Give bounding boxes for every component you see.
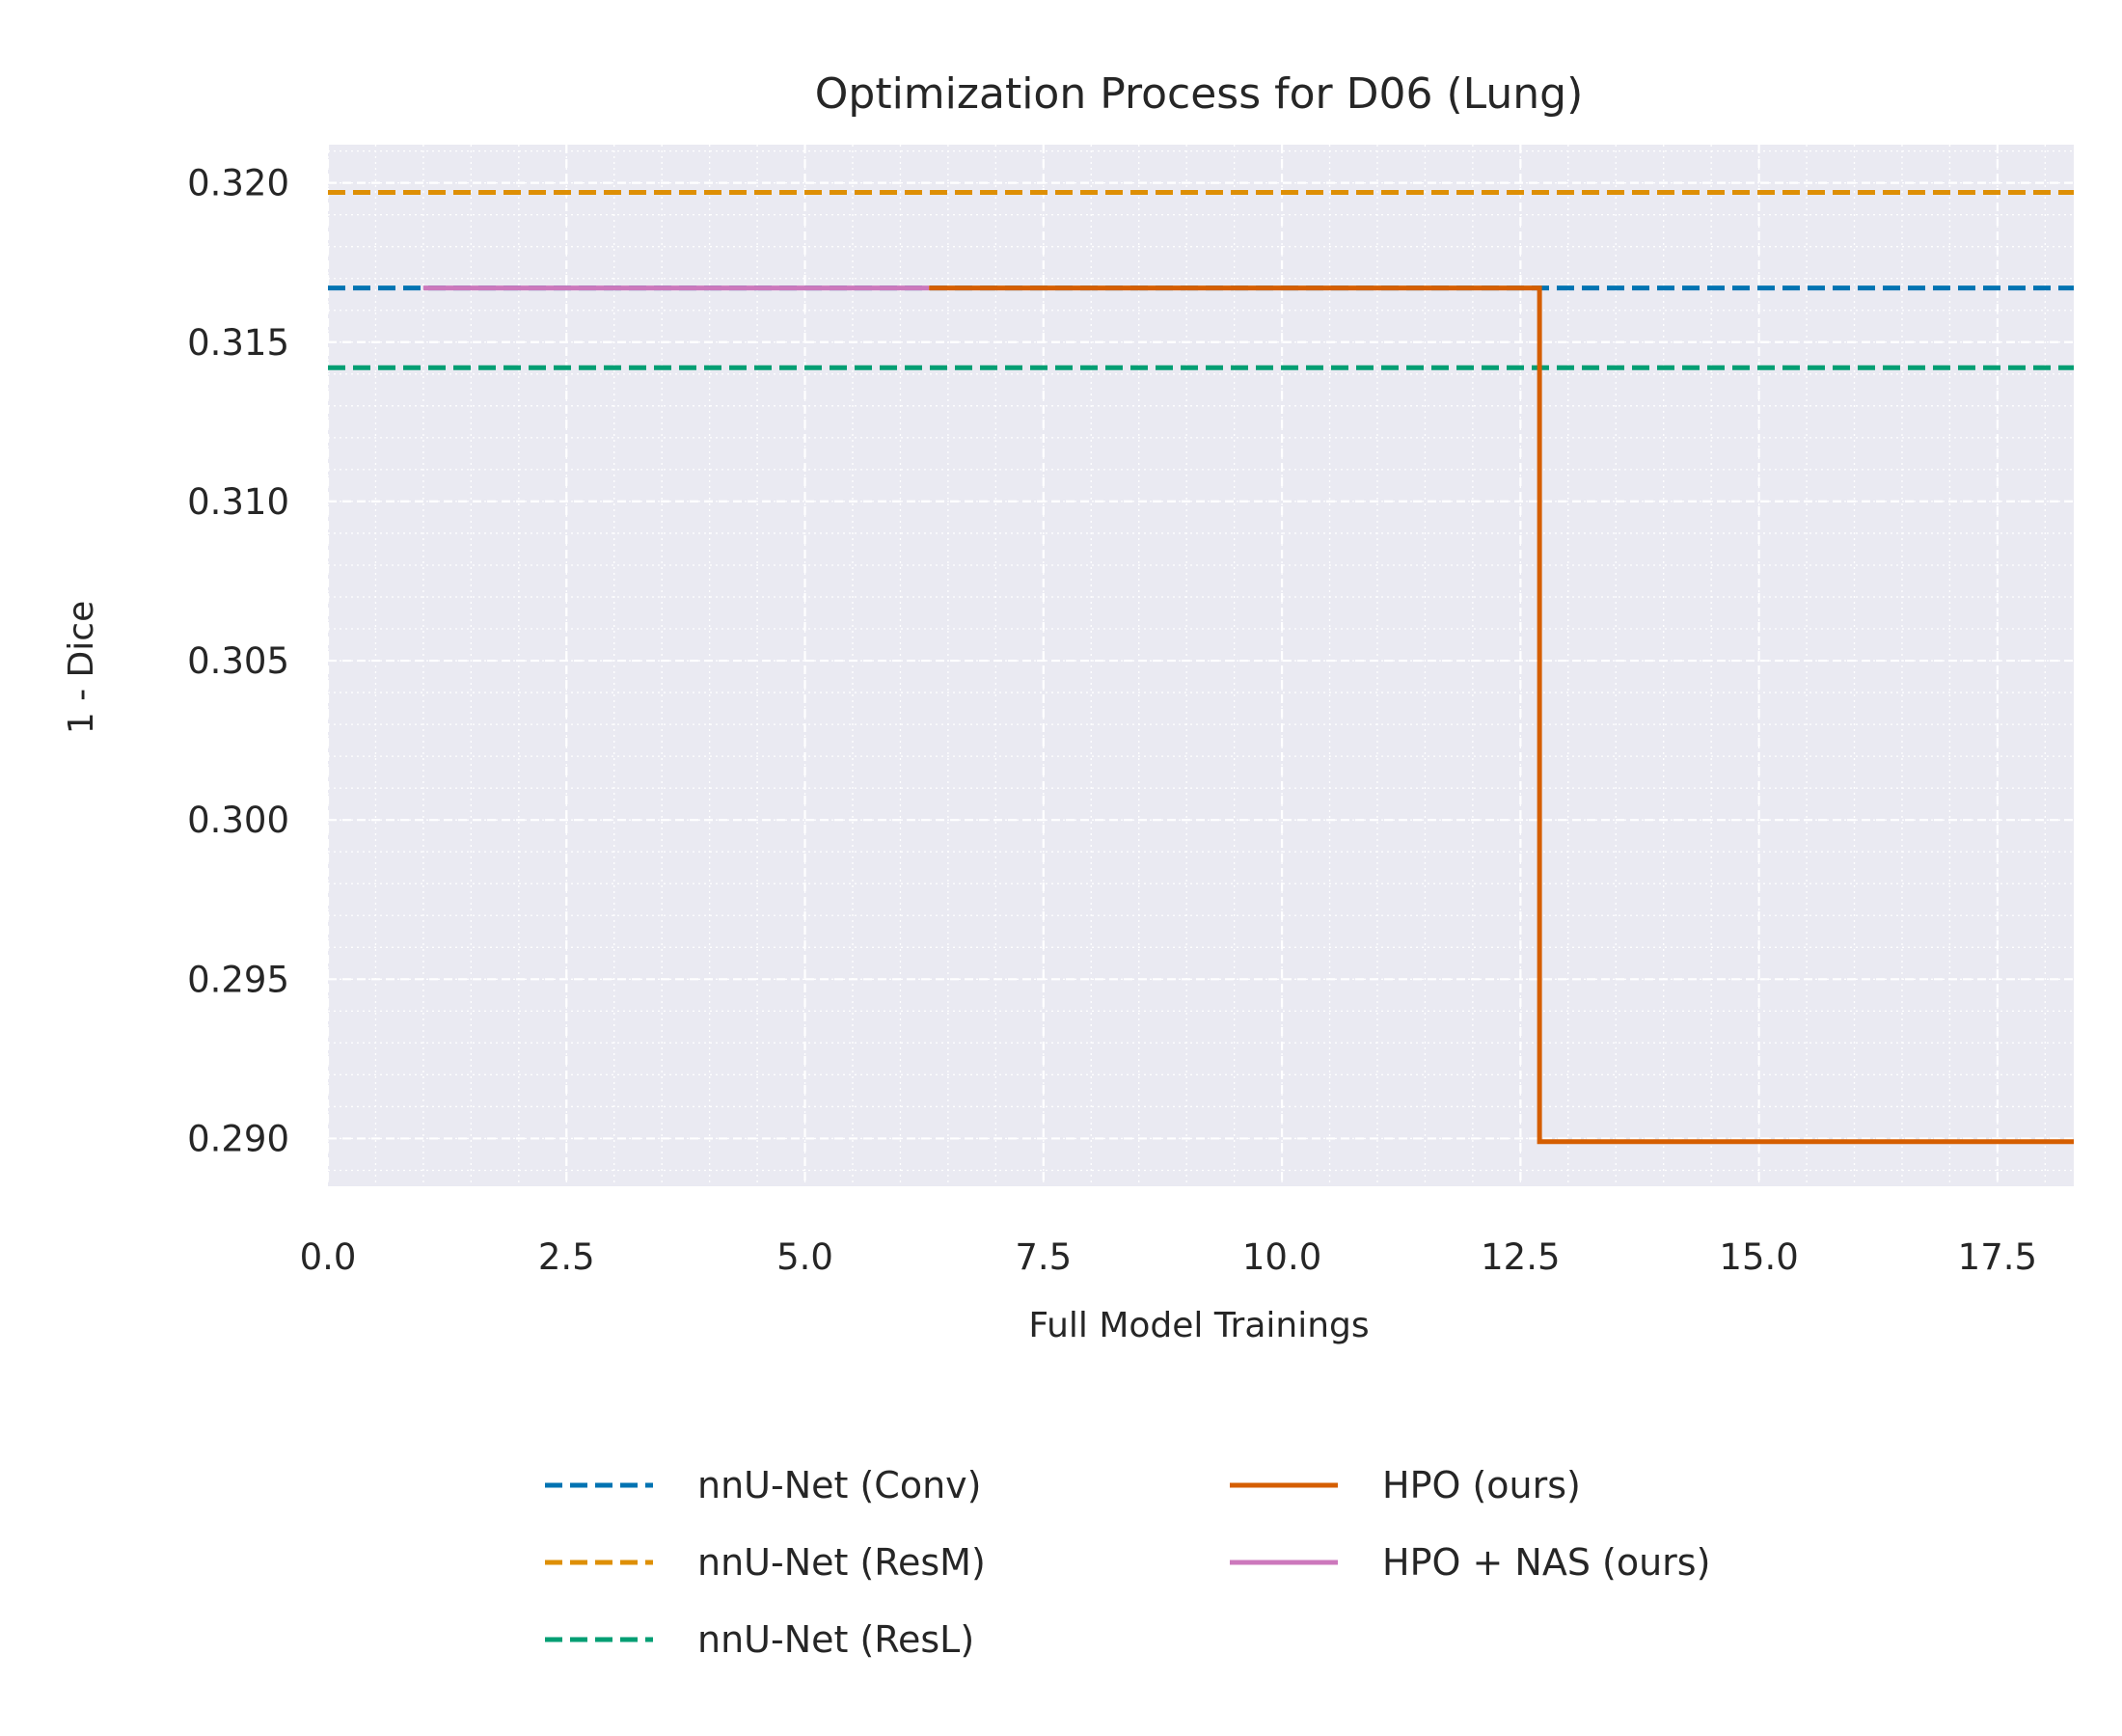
y-tick-label: 0.315 [187,322,289,364]
y-axis-label: 1 - Dice [62,601,101,734]
legend-label: nnU-Net (ResL) [697,1618,974,1661]
x-tick-label: 2.5 [538,1236,595,1278]
x-tick-label: 17.5 [1958,1236,2037,1278]
legend-label: nnU-Net (Conv) [697,1464,981,1506]
x-tick-label: 15.0 [1719,1236,1798,1278]
y-tick-label: 0.295 [187,959,289,1000]
x-tick-labels: 0.0 2.5 5.0 7.5 10.0 12.5 15.0 17.5 [300,1236,2037,1278]
legend-label: HPO (ours) [1382,1464,1581,1506]
y-tick-label: 0.290 [187,1118,289,1159]
legend: nnU-Net (Conv) nnU-Net (ResM) nnU-Net (Res… [545,1464,1710,1661]
y-tick-labels: 0.290 0.295 0.300 0.305 0.310 0.315 0.320 [187,163,289,1160]
y-tick-label: 0.300 [187,800,289,841]
chart-title: Optimization Process for D06 (Lung) [815,69,1583,119]
y-tick-label: 0.305 [187,640,289,682]
x-tick-label: 0.0 [300,1236,357,1278]
legend-label: nnU-Net (ResM) [697,1541,986,1584]
series-line-3 [929,285,2074,1145]
x-axis-label: Full Model Trainings [1028,1306,1369,1345]
major-grid [326,145,2074,1186]
x-tick-label: 7.5 [1015,1236,1072,1278]
x-tick-label: 5.0 [776,1236,833,1278]
legend-label: HPO + NAS (ours) [1382,1541,1710,1584]
x-tick-label: 12.5 [1481,1236,1560,1278]
plot-background [328,145,2074,1186]
y-tick-label: 0.320 [187,163,289,204]
series-layer [328,190,2074,1145]
x-tick-label: 10.0 [1242,1236,1321,1278]
y-tick-label: 0.310 [187,481,289,523]
